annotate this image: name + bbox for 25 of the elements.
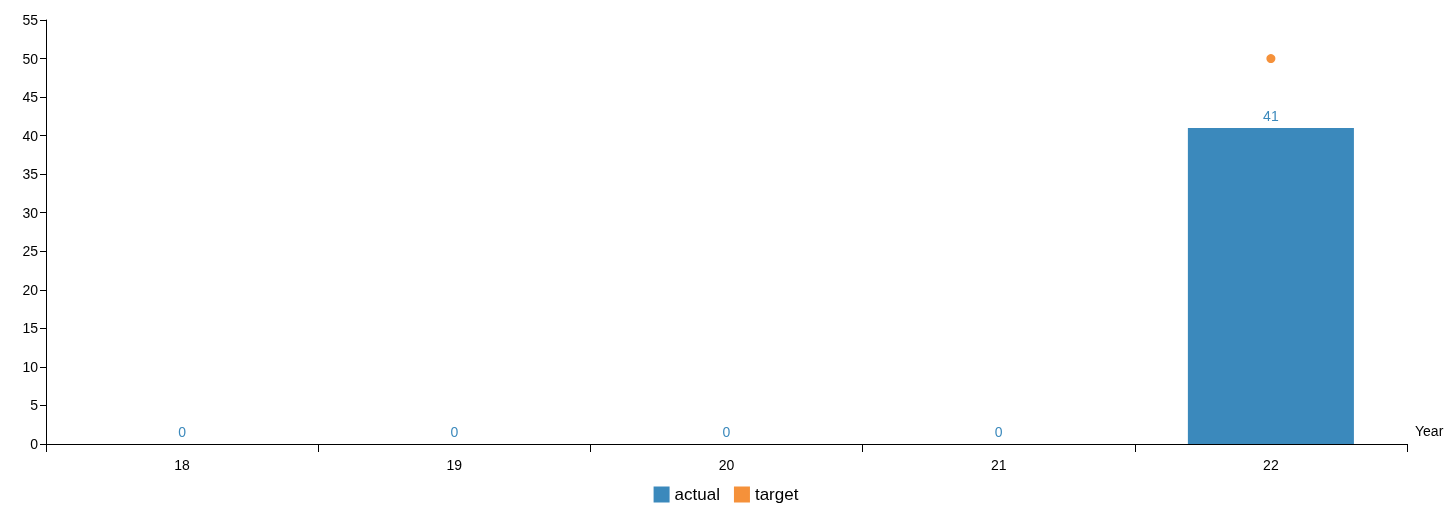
x-axis-title: Year xyxy=(1415,423,1444,439)
legend-label: actual xyxy=(674,485,720,504)
y-tick-label: 40 xyxy=(22,127,39,144)
y-tick-label: 0 xyxy=(30,436,39,452)
y-tick-label: 20 xyxy=(22,281,39,298)
y-tick-label: 15 xyxy=(22,320,39,337)
x-tick-label: 19 xyxy=(446,457,463,473)
legend-label: target xyxy=(754,485,799,504)
data-label: 0 xyxy=(722,424,731,440)
y-tick-label: 30 xyxy=(22,204,39,221)
x-tick-label: 21 xyxy=(990,457,1007,473)
x-tick-label: 20 xyxy=(718,457,735,473)
y-tick-label: 45 xyxy=(22,89,39,106)
y-tick-label: 55 xyxy=(22,12,39,28)
y-tick-label: 10 xyxy=(22,358,39,375)
data-label: 0 xyxy=(450,424,459,440)
y-tick-label: 50 xyxy=(22,50,39,67)
x-tick-label: 22 xyxy=(1263,457,1279,473)
y-tick-label: 25 xyxy=(22,243,39,260)
data-label: 0 xyxy=(178,424,187,440)
data-label: 41 xyxy=(1263,107,1279,124)
x-tick-label: 18 xyxy=(174,457,191,473)
y-tick-label: 35 xyxy=(22,166,39,183)
data-label: 0 xyxy=(994,424,1003,440)
y-tick-label: 5 xyxy=(30,397,39,414)
